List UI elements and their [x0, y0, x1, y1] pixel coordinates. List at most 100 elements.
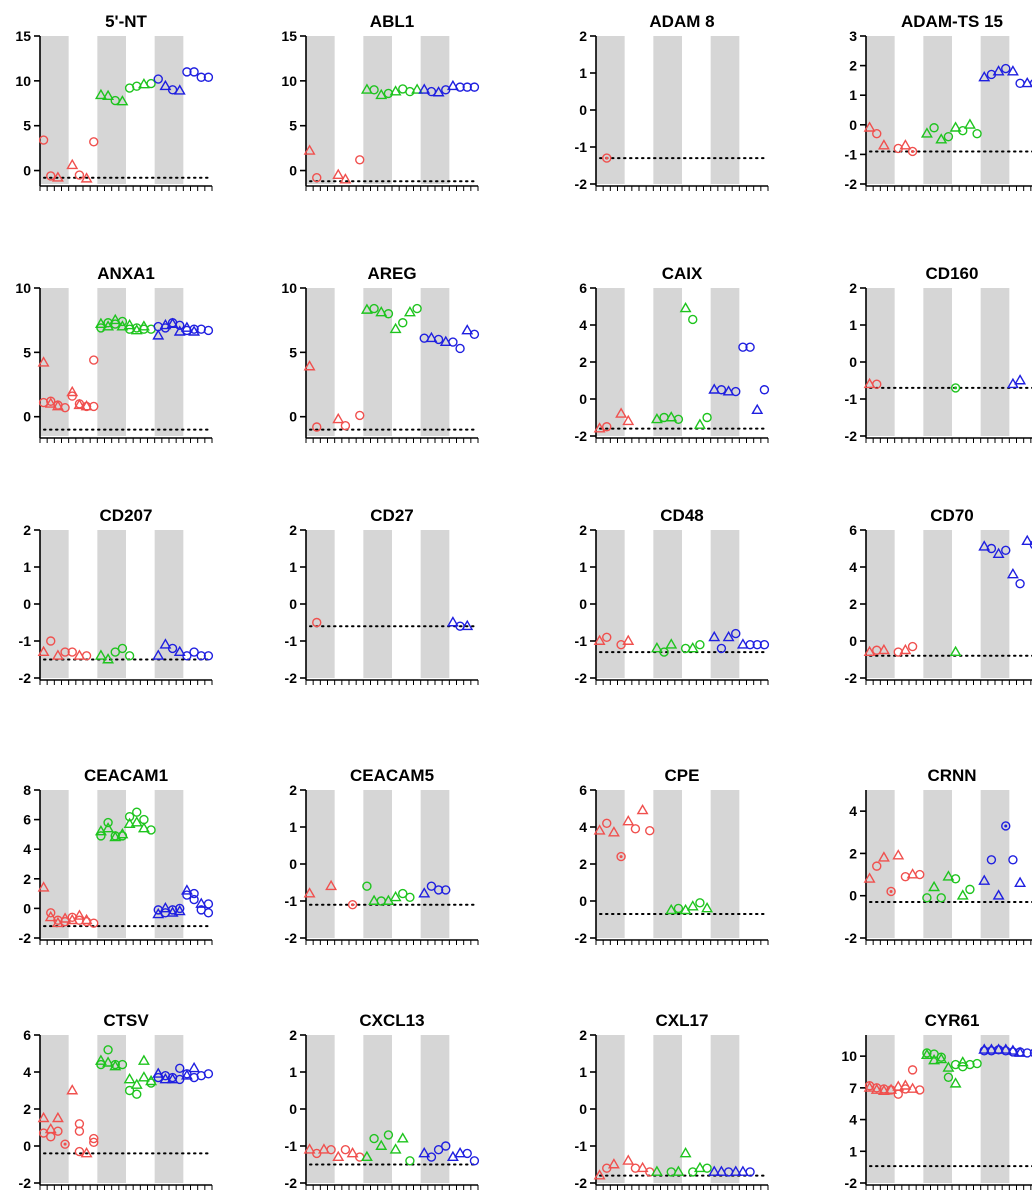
- data-point-circle: [759, 385, 770, 395]
- data-point-circle: [196, 72, 206, 82]
- data-point-circle: [117, 643, 128, 654]
- data-point-triangle: [389, 322, 402, 334]
- data-point-circle: [124, 651, 135, 661]
- data-point-circle: [907, 641, 918, 652]
- y-tick-label: 1: [579, 559, 587, 575]
- data-point-circle: [167, 643, 178, 654]
- data-point-triangle: [1021, 534, 1032, 546]
- data-point-circle: [673, 903, 684, 914]
- data-point-triangle: [863, 377, 876, 389]
- data-point-triangle: [375, 306, 388, 317]
- data-point-triangle: [942, 1061, 955, 1072]
- data-point-triangle: [992, 65, 1005, 76]
- data-point-triangle: [159, 1072, 172, 1084]
- data-point-triangle: [332, 412, 345, 424]
- data-point-triangle: [636, 803, 649, 815]
- panel-1: ABL1 0 5 10 15: [281, 12, 480, 191]
- y-tick-label: 5: [23, 344, 31, 360]
- data-point-triangle: [1014, 1046, 1027, 1057]
- y-tick-label: 2: [289, 1027, 297, 1043]
- y-tick-label: 2: [579, 1027, 587, 1043]
- data-point-triangle: [593, 422, 606, 433]
- data-point-circle: [355, 155, 365, 165]
- data-point-triangle: [593, 1169, 606, 1180]
- shade-band-2: [420, 288, 450, 436]
- shade-band-0: [40, 36, 69, 184]
- y-tick-label: 0: [289, 596, 297, 612]
- data-point-circle: [203, 651, 214, 661]
- data-point-triangle: [166, 1072, 179, 1084]
- y-tick-label: -2: [575, 176, 588, 192]
- data-point-triangle: [325, 879, 338, 891]
- data-point-triangle: [51, 171, 64, 182]
- data-point-triangle: [999, 1043, 1012, 1054]
- data-point-triangle: [935, 1052, 948, 1064]
- data-point-triangle: [102, 1056, 115, 1067]
- data-point-circle: [132, 807, 142, 817]
- data-point-triangle: [51, 649, 64, 660]
- data-point-circle: [688, 314, 698, 325]
- data-point-triangle: [665, 638, 678, 649]
- data-point-circle: [602, 153, 612, 163]
- shade-band-2: [420, 1035, 450, 1183]
- data-point-triangle: [686, 900, 699, 911]
- panel-title: CD160: [926, 264, 979, 283]
- shade-band-0: [40, 1035, 69, 1183]
- data-point-triangle: [863, 121, 876, 132]
- data-point-triangle: [607, 826, 620, 837]
- shade-band-2: [980, 790, 1010, 938]
- data-point-circle: [455, 82, 465, 92]
- data-point-circle: [124, 811, 135, 822]
- data-point-circle: [886, 886, 896, 897]
- y-tick-label: -2: [845, 1175, 858, 1191]
- data-point-triangle: [736, 638, 749, 649]
- data-point-circle: [196, 651, 206, 661]
- panel-18: CXL17 -2 -1 0 1 2: [575, 1011, 769, 1191]
- data-point-circle: [716, 643, 727, 654]
- y-tick-label: 0: [849, 117, 857, 133]
- shade-band-1: [97, 530, 126, 678]
- y-tick-label: -2: [19, 670, 32, 686]
- shade-band-2: [154, 1035, 184, 1183]
- y-tick-label: 2: [579, 28, 587, 44]
- data-point-circle: [922, 1048, 932, 1058]
- panel-11: CD70 -2 0 2 4 6: [845, 506, 1032, 686]
- data-point-circle: [182, 1069, 192, 1079]
- y-tick-label: -2: [19, 1175, 32, 1191]
- data-point-circle: [915, 869, 925, 880]
- y-tick-label: 6: [849, 522, 857, 538]
- data-point-triangle: [665, 903, 678, 915]
- shade-band-1: [97, 1035, 126, 1183]
- data-point-triangle: [396, 1132, 409, 1143]
- data-point-triangle: [920, 127, 933, 138]
- data-point-triangle: [956, 1056, 969, 1067]
- shade-band-1: [653, 790, 682, 938]
- data-point-circle: [412, 303, 422, 314]
- data-point-circle: [67, 391, 77, 401]
- data-point-triangle: [116, 95, 129, 106]
- data-point-circle: [695, 898, 705, 908]
- shade-band-2: [980, 36, 1010, 184]
- y-tick-label: 2: [579, 354, 587, 370]
- data-point-circle: [469, 329, 480, 340]
- y-tick-label: 0: [23, 1138, 31, 1154]
- shade-band-0: [596, 790, 625, 938]
- data-point-circle: [759, 640, 770, 650]
- data-point-triangle: [454, 1146, 467, 1158]
- data-point-circle: [89, 355, 99, 365]
- data-point-triangle: [303, 360, 316, 371]
- data-point-triangle: [317, 1143, 330, 1154]
- data-point-triangle: [432, 86, 445, 97]
- data-point-triangle: [137, 822, 150, 833]
- y-tick-label: 0: [289, 163, 297, 179]
- data-point-circle: [469, 82, 480, 92]
- data-point-circle: [462, 1148, 472, 1159]
- data-point-triangle: [686, 641, 699, 653]
- data-point-triangle: [180, 1069, 193, 1080]
- shade-band-0: [40, 288, 69, 436]
- data-point-circle: [312, 617, 322, 628]
- y-tick-label: -1: [575, 633, 588, 649]
- data-point-triangle: [73, 398, 86, 410]
- data-point-circle: [355, 410, 365, 421]
- data-point-triangle: [123, 1072, 136, 1084]
